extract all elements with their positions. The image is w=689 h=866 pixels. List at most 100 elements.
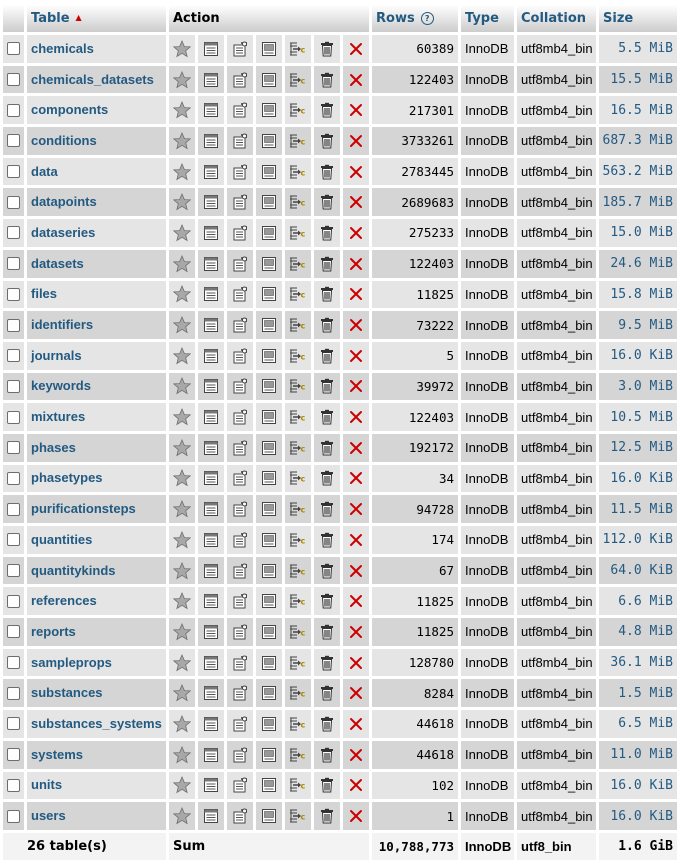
table-name-link[interactable]: identifiers <box>31 317 94 333</box>
insert-action[interactable]: c <box>285 771 311 800</box>
empty-action[interactable] <box>314 618 340 646</box>
structure-action[interactable] <box>227 679 253 708</box>
table-size[interactable]: 4.8 MiB <box>599 618 677 646</box>
browse-action[interactable] <box>198 65 224 94</box>
search-action[interactable] <box>256 157 282 186</box>
search-action[interactable] <box>256 127 282 155</box>
star-action[interactable] <box>169 249 195 278</box>
structure-action[interactable] <box>227 341 253 370</box>
row-checkbox[interactable] <box>7 594 20 608</box>
table-size[interactable]: 16.5 MiB <box>599 96 677 125</box>
insert-action[interactable]: c <box>285 127 311 155</box>
star-action[interactable] <box>169 96 195 125</box>
star-action[interactable] <box>169 648 195 677</box>
browse-action[interactable] <box>198 556 224 585</box>
browse-action[interactable] <box>198 280 224 309</box>
row-checkbox[interactable] <box>7 42 20 56</box>
table-size[interactable]: 687.3 MiB <box>599 127 677 155</box>
table-name-link[interactable]: components <box>31 102 109 118</box>
row-checkbox[interactable] <box>7 502 20 516</box>
table-size[interactable]: 6.6 MiB <box>599 587 677 616</box>
sort-by-table-header[interactable]: Table ▲ <box>27 5 166 32</box>
table-name-link[interactable]: phasetypes <box>31 470 103 486</box>
drop-action[interactable] <box>343 587 369 616</box>
browse-action[interactable] <box>198 311 224 339</box>
star-action[interactable] <box>169 157 195 186</box>
table-name-link[interactable]: mixtures <box>31 409 86 425</box>
table-name-link[interactable]: conditions <box>31 132 97 148</box>
browse-action[interactable] <box>198 96 224 125</box>
structure-action[interactable] <box>227 219 253 247</box>
table-name-link[interactable]: sampleprops <box>31 654 112 670</box>
table-name-link[interactable]: systems <box>31 746 84 762</box>
row-checkbox[interactable] <box>7 533 20 547</box>
empty-action[interactable] <box>314 710 340 738</box>
table-name-link[interactable]: substances <box>31 685 103 701</box>
table-name-link[interactable]: references <box>31 593 97 609</box>
insert-action[interactable]: c <box>285 740 311 769</box>
browse-action[interactable] <box>198 372 224 401</box>
drop-action[interactable] <box>343 219 369 247</box>
browse-action[interactable] <box>198 526 224 554</box>
drop-action[interactable] <box>343 802 369 830</box>
structure-action[interactable] <box>227 249 253 278</box>
structure-action[interactable] <box>227 127 253 155</box>
table-name-link[interactable]: purificationsteps <box>31 501 136 517</box>
search-action[interactable] <box>256 96 282 125</box>
browse-action[interactable] <box>198 341 224 370</box>
star-action[interactable] <box>169 372 195 401</box>
empty-action[interactable] <box>314 372 340 401</box>
search-action[interactable] <box>256 618 282 646</box>
insert-action[interactable]: c <box>285 280 311 309</box>
star-action[interactable] <box>169 280 195 309</box>
table-size[interactable]: 112.0 KiB <box>599 526 677 554</box>
table-size[interactable]: 11.0 MiB <box>599 740 677 769</box>
search-action[interactable] <box>256 188 282 217</box>
drop-action[interactable] <box>343 403 369 431</box>
drop-action[interactable] <box>343 679 369 708</box>
insert-action[interactable]: c <box>285 65 311 94</box>
sort-by-collation-header[interactable]: Collation <box>517 5 596 32</box>
browse-action[interactable] <box>198 127 224 155</box>
table-size[interactable]: 6.5 MiB <box>599 710 677 738</box>
browse-action[interactable] <box>198 648 224 677</box>
insert-action[interactable]: c <box>285 188 311 217</box>
browse-action[interactable] <box>198 618 224 646</box>
star-action[interactable] <box>169 403 195 431</box>
row-checkbox[interactable] <box>7 410 20 424</box>
structure-action[interactable] <box>227 311 253 339</box>
table-name-link[interactable]: datasets <box>31 255 84 271</box>
search-action[interactable] <box>256 771 282 800</box>
row-checkbox[interactable] <box>7 471 20 485</box>
row-checkbox[interactable] <box>7 226 20 240</box>
star-action[interactable] <box>169 65 195 94</box>
drop-action[interactable] <box>343 341 369 370</box>
search-action[interactable] <box>256 65 282 94</box>
insert-action[interactable]: c <box>285 618 311 646</box>
empty-action[interactable] <box>314 433 340 462</box>
table-size[interactable]: 24.6 MiB <box>599 249 677 278</box>
drop-action[interactable] <box>343 710 369 738</box>
star-action[interactable] <box>169 35 195 63</box>
browse-action[interactable] <box>198 679 224 708</box>
browse-action[interactable] <box>198 771 224 800</box>
drop-action[interactable] <box>343 372 369 401</box>
table-size[interactable]: 16.0 KiB <box>599 341 677 370</box>
search-action[interactable] <box>256 587 282 616</box>
structure-action[interactable] <box>227 495 253 523</box>
search-action[interactable] <box>256 679 282 708</box>
search-action[interactable] <box>256 403 282 431</box>
table-name-link[interactable]: users <box>31 808 66 824</box>
browse-action[interactable] <box>198 35 224 63</box>
drop-action[interactable] <box>343 280 369 309</box>
table-size[interactable]: 12.5 MiB <box>599 433 677 462</box>
browse-action[interactable] <box>198 495 224 523</box>
structure-action[interactable] <box>227 96 253 125</box>
star-action[interactable] <box>169 219 195 247</box>
search-action[interactable] <box>256 526 282 554</box>
star-action[interactable] <box>169 710 195 738</box>
row-checkbox[interactable] <box>7 656 20 670</box>
structure-action[interactable] <box>227 280 253 309</box>
browse-action[interactable] <box>198 740 224 769</box>
table-size[interactable]: 15.8 MiB <box>599 280 677 309</box>
